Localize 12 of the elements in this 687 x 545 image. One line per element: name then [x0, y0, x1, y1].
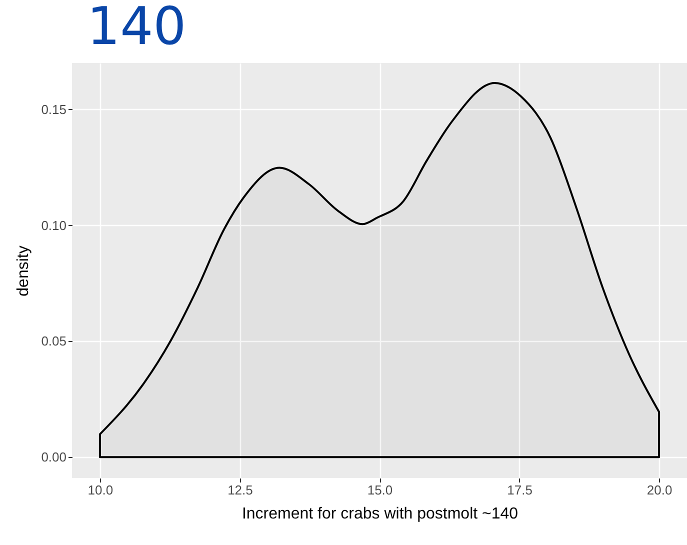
- chart-title: 140: [87, 0, 186, 57]
- x-tick-label: 10.0: [88, 482, 114, 498]
- y-tick-label: 0.00: [41, 450, 66, 465]
- y-tick-label: 0.15: [41, 102, 66, 117]
- x-tick-label: 20.0: [646, 482, 672, 498]
- x-tick-label: 17.5: [507, 482, 532, 498]
- x-tick-label: 15.0: [367, 482, 393, 498]
- y-tick-label: 0.10: [41, 218, 66, 233]
- x-tick-label: 12.5: [228, 482, 253, 498]
- x-axis-title: Increment for crabs with postmolt ~140: [242, 506, 518, 522]
- y-axis-title: density: [15, 246, 32, 296]
- y-tick-label: 0.05: [41, 334, 66, 349]
